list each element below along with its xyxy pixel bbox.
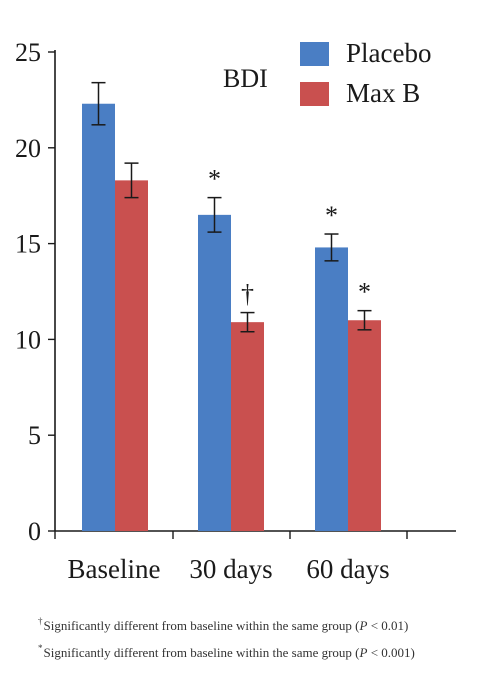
y-tick-label: 10 (15, 325, 41, 354)
legend: Placebo Max B (300, 38, 431, 108)
footnote-text-end: < 0.001) (367, 645, 415, 660)
significance-marker: * (325, 201, 338, 230)
axes: 0 5 10 15 20 25 Baseline 30 days 60 days (15, 38, 456, 584)
footnote-text-start: Significantly different from baseline wi… (43, 618, 360, 633)
chart-title: BDI (223, 64, 268, 93)
x-tick-label: 60 days (306, 554, 389, 584)
bar (82, 103, 115, 532)
bar (231, 322, 264, 531)
bar (115, 180, 148, 531)
bar (315, 247, 348, 531)
legend-label: Placebo (346, 38, 431, 68)
footnote-text-start: Significantly different from baseline wi… (43, 645, 360, 660)
y-tick-label: 5 (28, 421, 41, 450)
legend-swatch (300, 42, 329, 66)
bdi-bar-chart: 0 5 10 15 20 25 Baseline 30 days 60 days * * † * Pl… (15, 38, 456, 584)
significance-marker: † (241, 280, 254, 309)
legend-swatch (300, 82, 329, 106)
legend-label: Max B (346, 78, 420, 108)
footnote-dagger: †Significantly different from baseline w… (38, 610, 484, 637)
x-tick-label: 30 days (189, 554, 272, 584)
bar (198, 214, 231, 532)
bars: * * † * (82, 81, 381, 532)
footnote-text-end: < 0.01) (367, 618, 409, 633)
footnotes: †Significantly different from baseline w… (38, 610, 484, 664)
y-tick-label: 20 (15, 134, 41, 163)
y-tick-label: 0 (28, 517, 41, 546)
bar (348, 320, 381, 531)
footnote-asterisk: *Significantly different from baseline w… (38, 637, 484, 664)
footnote-symbol: * (38, 643, 43, 653)
significance-marker: * (358, 278, 371, 307)
footnote-symbol: † (38, 616, 43, 626)
y-tick-label: 25 (15, 38, 41, 67)
footnote-p: P (359, 645, 368, 660)
y-tick-label: 15 (15, 230, 41, 259)
significance-marker: * (208, 165, 221, 194)
footnote-p: P (359, 618, 368, 633)
x-tick-label: Baseline (68, 554, 161, 584)
